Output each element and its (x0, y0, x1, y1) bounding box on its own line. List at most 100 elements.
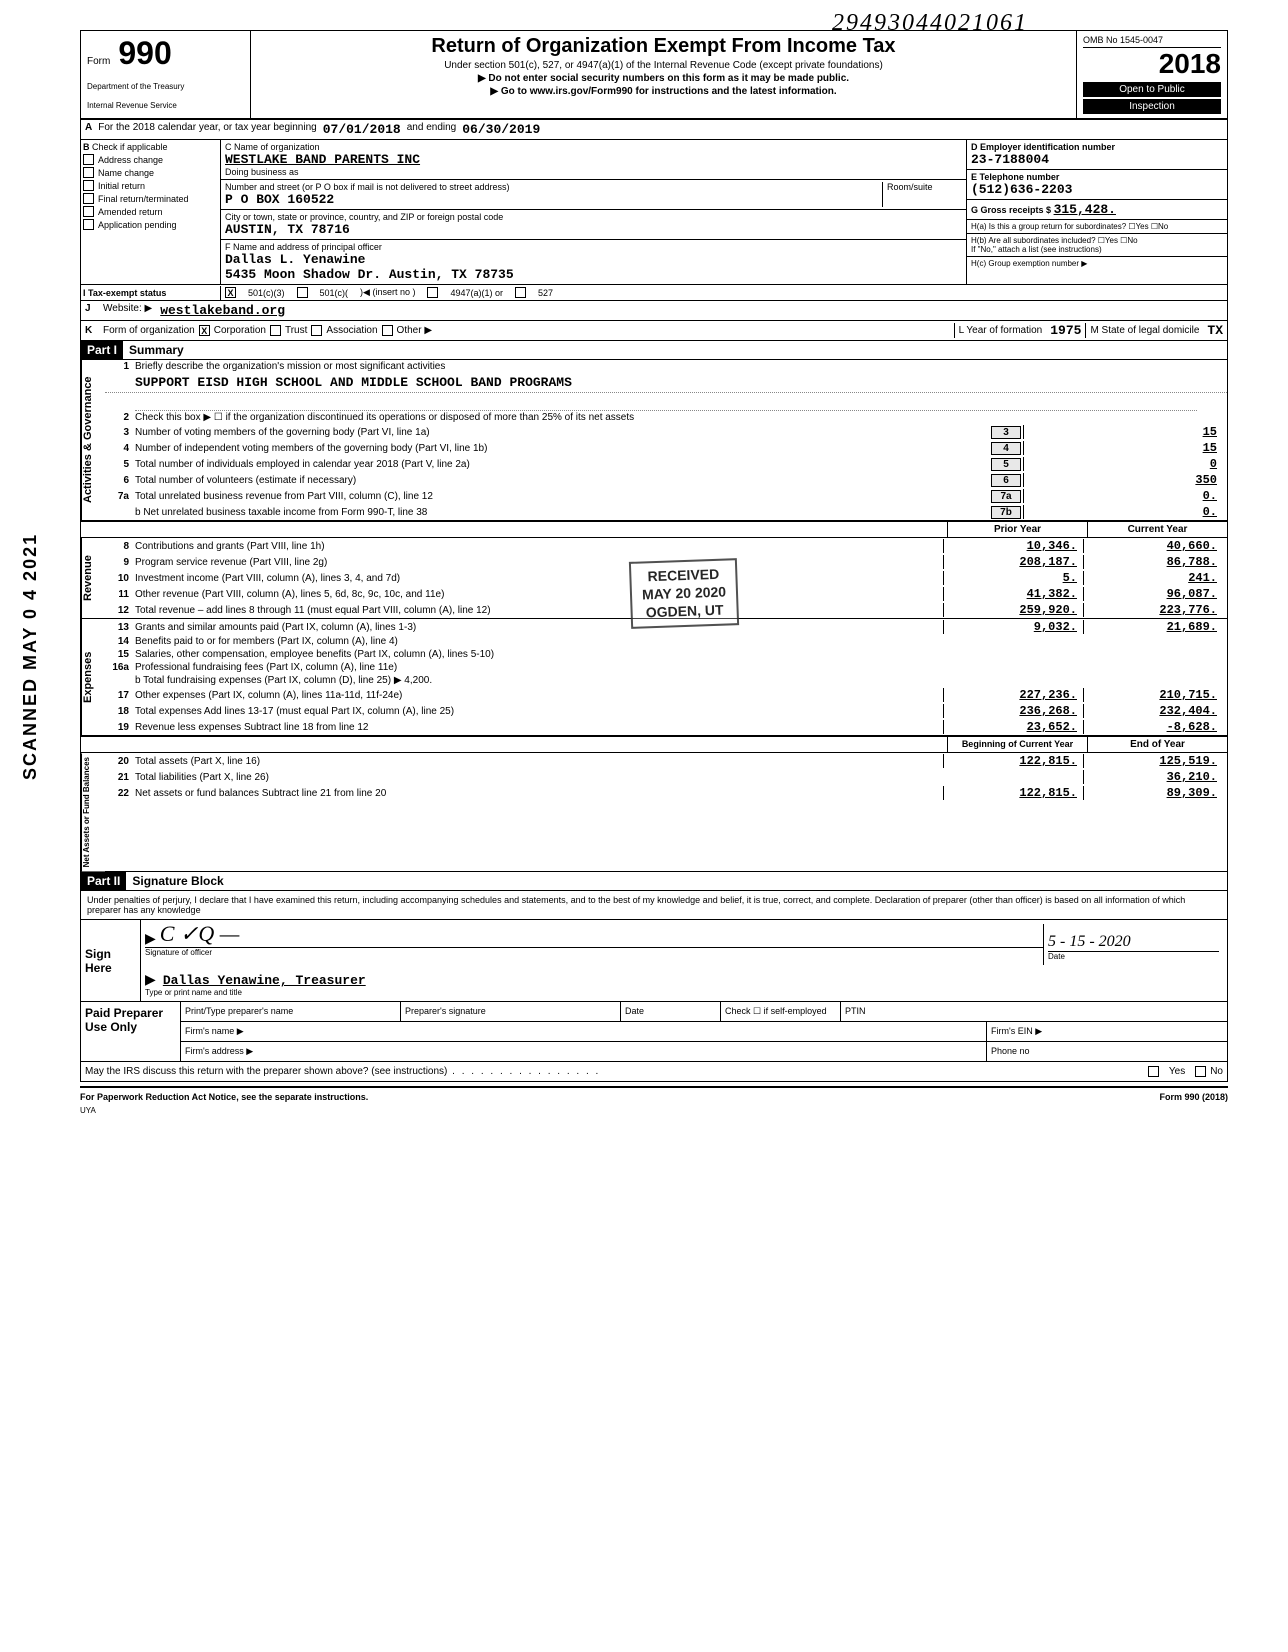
lbl-name: Name change (98, 168, 154, 178)
chk-4947[interactable] (427, 287, 438, 298)
header-right: OMB No 1545-0047 2018 Open to Public Ins… (1077, 31, 1227, 118)
website-url: westlakeband.org (156, 301, 1227, 320)
city-label: City or town, state or province, country… (225, 212, 503, 222)
form-label: Form (87, 56, 110, 67)
tax-exempt-row: I Tax-exempt status X501(c)(3) 501(c)()◀… (80, 285, 1228, 301)
beginning-end-header: x Beginning of Current Year End of Year (81, 736, 1227, 753)
officer-printed-name: Dallas Yenawine, Treasurer (163, 973, 366, 988)
sig-date-val: 5 - 15 - 2020 (1048, 933, 1131, 951)
chk-final[interactable] (83, 193, 94, 204)
gov-line: 6Total number of volunteers (estimate if… (105, 472, 1227, 488)
handwritten-id: 29493044021061 (832, 10, 1028, 37)
chk-initial[interactable] (83, 180, 94, 191)
return-title: Return of Organization Exempt From Incom… (257, 35, 1070, 58)
d-label: D Employer identification number (971, 142, 1115, 152)
chk-assoc[interactable] (311, 325, 322, 336)
column-d: D Employer identification number 23-7188… (967, 140, 1227, 284)
chk-501c[interactable] (297, 287, 308, 298)
chk-name[interactable] (83, 167, 94, 178)
firm-addr-label: Firm's address ▶ (181, 1042, 987, 1061)
lbl-address: Address change (98, 155, 163, 165)
data-line: 18Total expenses Add lines 13-17 (must e… (105, 703, 1227, 719)
lbl-amended: Amended return (98, 207, 163, 217)
row-a-text: For the 2018 calendar year, or tax year … (98, 122, 316, 137)
row-a-mid: and ending (407, 122, 457, 137)
website-line: ▶ Go to www.irs.gov/Form990 for instruct… (257, 86, 1070, 97)
gov-line: 5Total number of individuals employed in… (105, 456, 1227, 472)
chk-527[interactable] (515, 287, 526, 298)
side-expenses: Expenses (81, 619, 105, 735)
lbl-initial: Initial return (98, 181, 145, 191)
officer-addr: 5435 Moon Shadow Dr. Austin, TX 78735 (225, 267, 962, 282)
part1-title: Summary (123, 341, 190, 359)
data-line: 16aProfessional fundraising fees (Part I… (105, 661, 1227, 674)
ein: 23-7188004 (971, 152, 1223, 167)
lbl-insert: )◀ (insert no ) (360, 287, 415, 298)
city: AUSTIN, TX 78716 (225, 222, 962, 237)
chk-address[interactable] (83, 154, 94, 165)
section-bcd: B Check if applicable Address change Nam… (80, 140, 1228, 285)
sig-officer-label: Signature of officer (145, 948, 1043, 957)
received-l3: OGDEN, UT (642, 601, 727, 622)
form-990-footer: Form 990 (2018) (1159, 1092, 1228, 1102)
form-header: Form 990 Department of the Treasury Inte… (80, 30, 1228, 120)
column-b: B Check if applicable Address change Nam… (81, 140, 221, 284)
open-public-1: Open to Public (1083, 82, 1221, 97)
header-left: Form 990 Department of the Treasury Inte… (81, 31, 251, 118)
discuss-text: May the IRS discuss this return with the… (85, 1066, 600, 1077)
tax-exempt-label: I Tax-exempt status (81, 286, 221, 300)
row-j: J Website: ▶ westlakeband.org (80, 301, 1228, 321)
part2-header: Part II Signature Block (80, 872, 1228, 891)
data-line: 22Net assets or fund balances Subtract l… (105, 785, 1227, 801)
hb-label: H(b) Are all subordinates included? (971, 236, 1096, 245)
gov-line: 4Number of independent voting members of… (105, 440, 1227, 456)
lbl-trust: Trust (281, 323, 311, 338)
chk-discuss-no[interactable] (1195, 1066, 1206, 1077)
section-governance: Activities & Governance 1 Briefly descri… (81, 360, 1227, 521)
ssn-warning: ▶ Do not enter social security numbers o… (257, 73, 1070, 84)
lbl-527: 527 (538, 288, 553, 298)
line-1-label: Briefly describe the organization's miss… (135, 361, 1223, 372)
prep-self-label: Check ☐ if self-employed (721, 1002, 841, 1021)
side-governance: Activities & Governance (81, 360, 105, 520)
chk-pending[interactable] (83, 219, 94, 230)
part2-label: Part II (81, 872, 126, 890)
discuss-no: No (1210, 1066, 1223, 1077)
b-hint: Check if applicable (92, 142, 168, 152)
header-center: Return of Organization Exempt From Incom… (251, 31, 1077, 118)
part1-header: Part I Summary (80, 341, 1228, 360)
data-line: 14Benefits paid to or for members (Part … (105, 635, 1227, 648)
gov-line: 2Check this box ▶ ☐ if the organization … (105, 411, 1227, 424)
chk-other[interactable] (382, 325, 393, 336)
side-revenue: Revenue (81, 538, 105, 618)
end-label: End of Year (1087, 737, 1227, 752)
gov-line: 7aTotal unrelated business revenue from … (105, 488, 1227, 504)
street: P O BOX 160522 (225, 192, 882, 207)
lbl-other: Other ▶ (393, 323, 436, 338)
paid-label: Paid Preparer Use Only (81, 1002, 181, 1061)
form-990-container: SCANNED MAY 0 4 2021 29493044021061 Form… (80, 30, 1228, 1115)
sign-here-label: Sign Here (81, 920, 141, 1001)
chk-amended[interactable] (83, 206, 94, 217)
chk-501c3[interactable]: X (225, 287, 236, 298)
chk-trust[interactable] (270, 325, 281, 336)
data-line: 17Other expenses (Part IX, column (A), l… (105, 687, 1227, 703)
line-1-num: 1 (109, 361, 135, 372)
part1-label: Part I (81, 341, 123, 359)
received-stamp: RECEIVED MAY 20 2020 OGDEN, UT (629, 558, 739, 628)
e-label: E Telephone number (971, 172, 1059, 182)
website-label: Website: ▶ (99, 301, 156, 320)
k-text: Form of organization (99, 323, 199, 338)
chk-discuss-yes[interactable] (1148, 1066, 1159, 1077)
officer-name: Dallas L. Yenawine (225, 252, 962, 267)
footer: For Paperwork Reduction Act Notice, see … (80, 1086, 1228, 1106)
gov-line: 3Number of voting members of the governi… (105, 424, 1227, 440)
part2-title: Signature Block (126, 872, 229, 890)
chk-corp[interactable]: X (199, 325, 210, 336)
beginning-label: Beginning of Current Year (947, 737, 1087, 752)
room-suite: Room/suite (882, 182, 962, 207)
data-line: 8Contributions and grants (Part VIII, li… (105, 538, 1227, 554)
row-k: K Form of organization XCorporation Trus… (80, 321, 1228, 341)
tax-year-begin: 07/01/2018 (323, 122, 401, 137)
data-line: 20Total assets (Part X, line 16)122,815.… (105, 753, 1227, 769)
